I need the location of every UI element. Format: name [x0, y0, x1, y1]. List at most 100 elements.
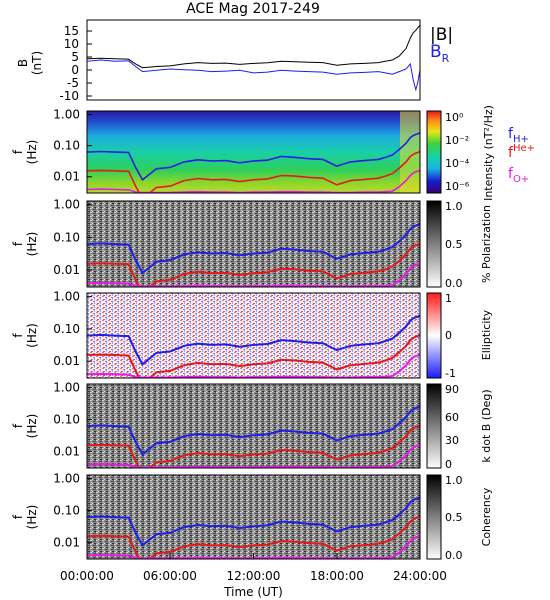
- freq-tick-label: 0.10: [53, 322, 80, 336]
- freq-tick-label: 0.01: [53, 354, 80, 368]
- freq-axis-label-f: f: [11, 149, 25, 154]
- k-dot-b-cb-tick: 30: [445, 434, 459, 447]
- x-tick-label: 06:00:00: [143, 569, 197, 583]
- freq-axis-label-units: (Hz): [25, 232, 39, 257]
- legend-b-radial-main: B: [430, 42, 442, 62]
- gyro-he-line: [87, 334, 420, 378]
- coherency-cb-tick: 1.0: [445, 474, 463, 487]
- polarization-cb-tick: 0.5: [445, 238, 463, 251]
- panel-ellipticity: 1 0 -1 Ellipticity: [86, 292, 493, 380]
- legend-b-radial: BR: [430, 42, 450, 65]
- x-axis: 00:00:00 06:00:00 12:00:00 18:00:00 24:0…: [60, 553, 447, 599]
- legend-f-o-sub: O+: [513, 174, 529, 185]
- freq-axis-label-units: (Hz): [25, 140, 39, 165]
- intensity-colorbar-label: Intensity (nT²/Hz): [482, 105, 495, 201]
- b-ylabel-line1: B: [16, 59, 30, 67]
- freq-axis-label-f: f: [11, 423, 25, 428]
- legend-f-h: fH+: [508, 126, 529, 145]
- k-dot-b-cb-tick: 60: [445, 411, 459, 424]
- freq-axis-label-units: (Hz): [25, 323, 39, 348]
- legend-f-he-main: f: [508, 145, 514, 161]
- ellipticity-frame: [86, 292, 421, 379]
- freq-tick-label: 1.00: [53, 290, 80, 304]
- panel-polarization: 1.0 0.5 0.0 % Polarization: [86, 200, 493, 290]
- intensity-cb-tick: 10⁻⁴: [445, 157, 470, 170]
- freq-tick-label: 1.00: [53, 472, 80, 486]
- legend-f-o-main: f: [508, 166, 514, 182]
- gyro-h-line: [87, 496, 420, 547]
- b-ytick-label: -5: [67, 76, 79, 90]
- freq-tick-label: 0.10: [53, 503, 80, 517]
- gyro-he-line: [87, 424, 420, 468]
- x-tick-label: 18:00:00: [310, 569, 364, 583]
- gyro-h-line: [87, 405, 420, 456]
- freq-axis-label-f: f: [11, 514, 25, 519]
- freq-axis-label-units: (Hz): [25, 505, 39, 530]
- polarization-colorbar-label: % Polarization: [480, 205, 493, 283]
- freq-tick-label: 1.00: [53, 108, 80, 122]
- k-dot-b-colorbar-label: k dot B (Deg): [480, 389, 493, 462]
- coherency-cb-tick: 0.0: [445, 549, 463, 562]
- freq-tick-label: 0.10: [53, 139, 80, 153]
- b-radial-line: [87, 59, 420, 92]
- ellipticity-cb-tick: 1: [445, 292, 452, 305]
- ellipticity-colorbar-label: Ellipticity: [480, 309, 493, 360]
- intensity-frame: [86, 110, 421, 194]
- freq-axis-label-units: (Hz): [25, 414, 39, 439]
- b-ytick-label: 5: [71, 50, 79, 64]
- coherency-cb-tick: 0.5: [445, 511, 463, 524]
- x-tick-label: 00:00:00: [60, 569, 114, 583]
- gyro-he-line: [87, 150, 420, 193]
- intensity-colorbar: [426, 110, 442, 194]
- b-yticks: [87, 30, 92, 97]
- b-ytick-labels: 15 10 5 0 -5 -10: [59, 24, 79, 103]
- ellipticity-cb-tick: 0: [445, 329, 452, 342]
- panel-intensity: 10⁰ 10⁻² 10⁻⁴ 10⁻⁶ Intensity (nT²/Hz) fH…: [86, 105, 535, 201]
- figure-title: ACE Mag 2017-249: [186, 1, 320, 17]
- freq-tick-label: 0.10: [53, 230, 80, 244]
- b-ytick-label: 10: [64, 37, 79, 51]
- k-dot-b-cb-tick: 0: [445, 458, 452, 471]
- x-tick-label: 12:00:00: [227, 569, 281, 583]
- freq-tick-label: 0.01: [53, 170, 80, 184]
- legend-f-h-sub: H+: [513, 134, 529, 145]
- panel-coherency: 1.0 0.5 0.0 Coherency: [86, 474, 493, 562]
- b-plot-frame: [86, 19, 421, 101]
- k-dot-b-frame: [86, 383, 421, 469]
- b-ytick-label: 0: [71, 63, 79, 77]
- ellipticity-colorbar-ticks: 1 0 -1: [445, 292, 456, 380]
- freq-axis-label-f: f: [11, 333, 25, 338]
- intensity-spectrogram: [87, 111, 420, 193]
- intensity-cb-tick: 10⁻⁶: [445, 180, 470, 193]
- b-ytick-label: -10: [59, 89, 79, 103]
- x-axis-label: Time (UT): [223, 585, 283, 599]
- gyro-he-line: [87, 515, 420, 559]
- panel-magnetic-field: 15 10 5 0 -5 -10 B (nT) |B| BR: [16, 19, 453, 103]
- k-dot-b-colorbar-ticks: 90 60 30 0: [445, 383, 459, 471]
- k-dot-b-cb-tick: 90: [445, 383, 459, 396]
- frequency-axes: 1.000.100.01f (Hz)1.000.100.01f (Hz)1.000.…: [11, 108, 92, 549]
- legend-f-h-main: f: [508, 126, 514, 142]
- ellipticity-cb-tick: -1: [445, 367, 456, 380]
- polarization-cb-tick: 0.0: [445, 277, 463, 290]
- intensity-colorbar-ticks: 10⁰ 10⁻² 10⁻⁴ 10⁻⁶: [445, 111, 470, 193]
- polarization-colorbar: [426, 200, 442, 288]
- gyro-h-line: [87, 314, 420, 366]
- freq-tick-label: 0.01: [53, 444, 80, 458]
- gyro-h-line: [87, 131, 420, 182]
- x-tick-label: 24:00:00: [393, 569, 447, 583]
- freq-tick-label: 0.01: [53, 535, 80, 549]
- freq-tick-label: 0.01: [53, 263, 80, 277]
- legend-f-he: fHe+: [508, 143, 535, 161]
- polarization-colorbar-ticks: 1.0 0.5 0.0: [445, 200, 463, 290]
- freq-tick-label: 0.10: [53, 412, 80, 426]
- freq-tick-label: 1.00: [53, 198, 80, 212]
- b-total-line: [87, 24, 420, 69]
- coherency-colorbar-label: Coherency: [480, 487, 493, 546]
- k-dot-b-colorbar: [426, 383, 442, 469]
- intensity-cb-tick: 10⁻²: [445, 134, 469, 147]
- coherency-colorbar-ticks: 1.0 0.5 0.0: [445, 474, 463, 562]
- legend-f-he-sub: He+: [513, 143, 535, 154]
- freq-tick-label: 1.00: [53, 381, 80, 395]
- gyro-h-line: [87, 222, 420, 275]
